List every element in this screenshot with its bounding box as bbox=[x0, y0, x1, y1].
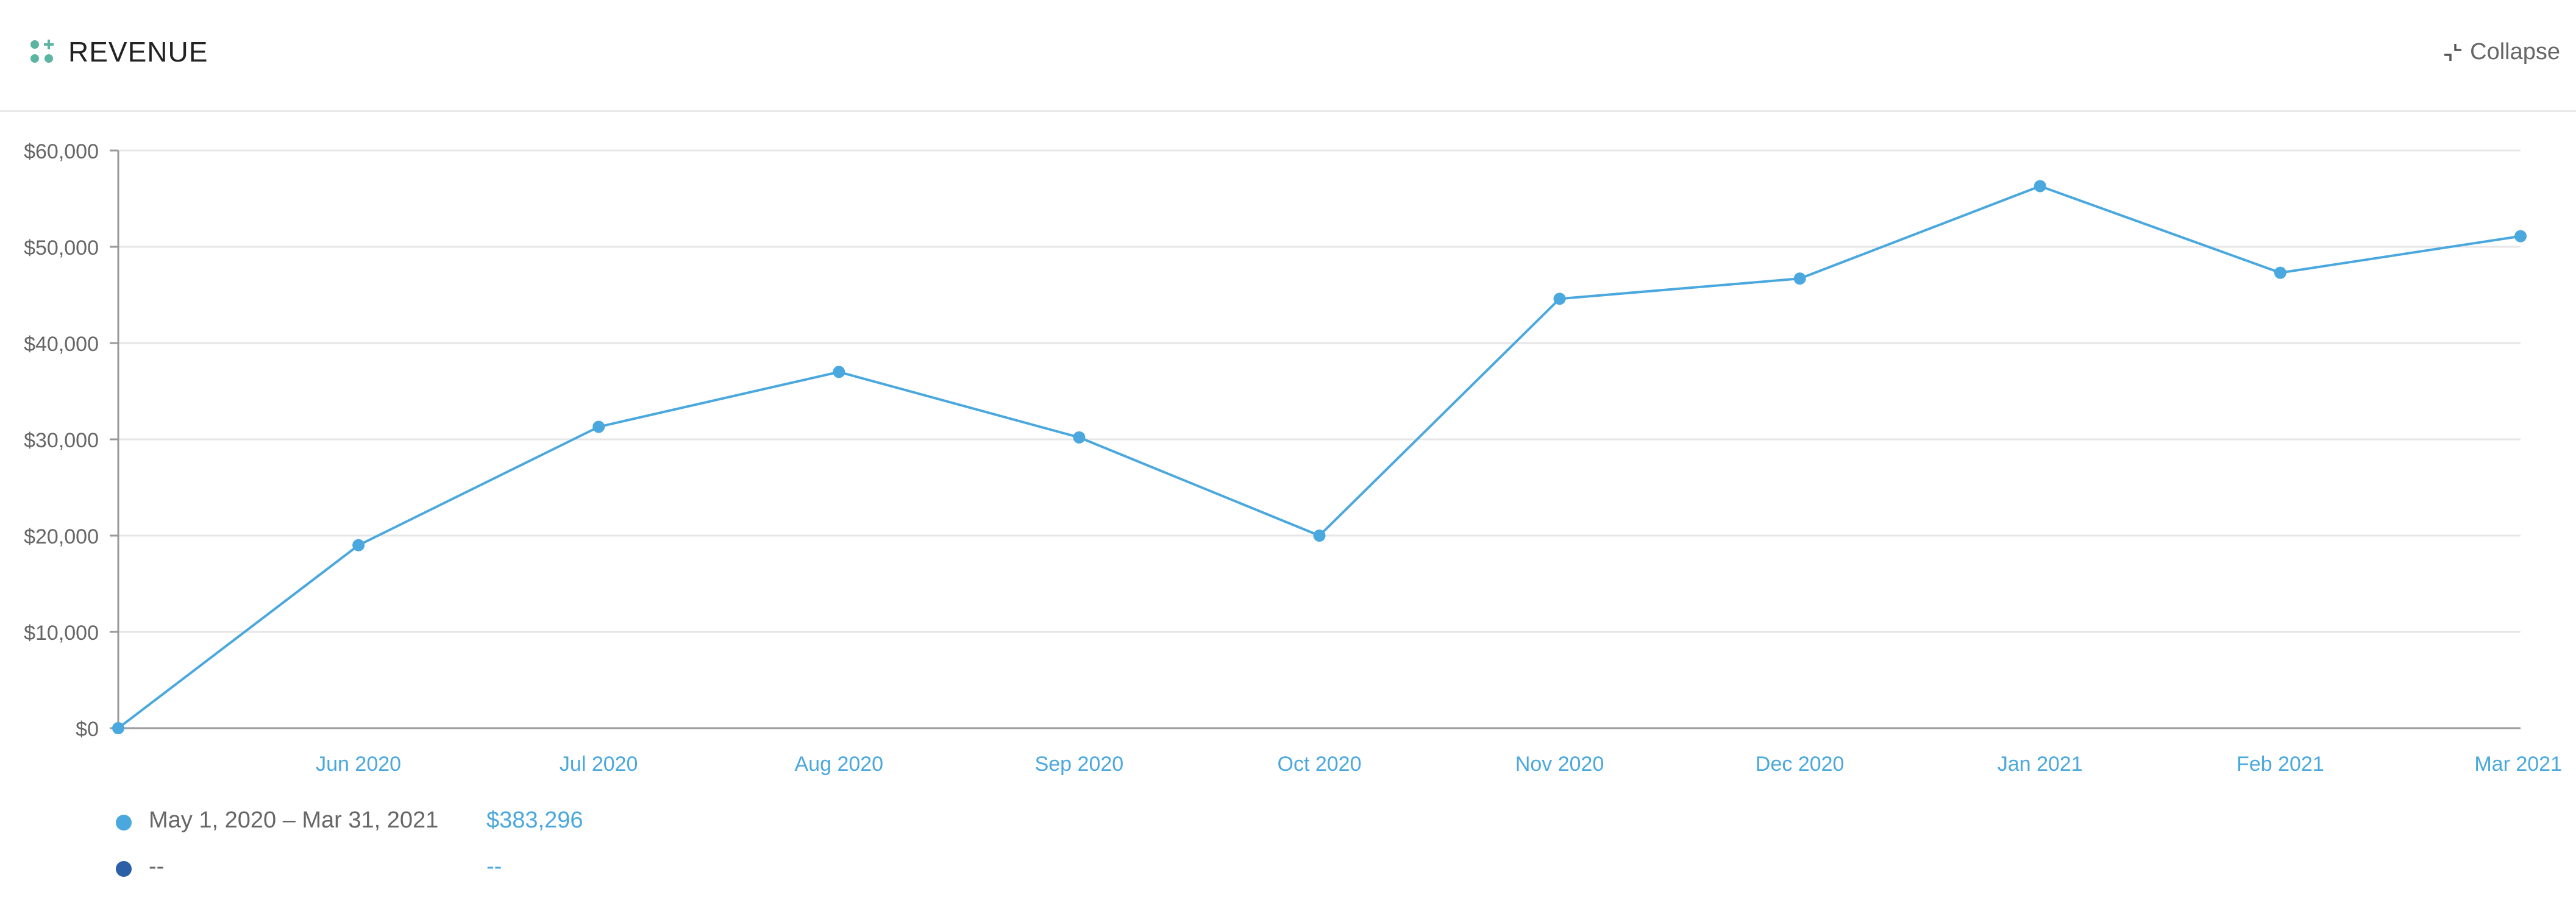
widget-header: REVENUE Collapse bbox=[0, 0, 2576, 112]
x-tick-label: Jan 2021 bbox=[1998, 753, 2083, 776]
x-tick-label: Aug 2020 bbox=[795, 753, 884, 776]
x-tick-label: Mar 2021 bbox=[2474, 753, 2562, 776]
legend-label: May 1, 2020 – Mar 31, 2021 bbox=[149, 807, 439, 833]
widget-title-text: REVENUE bbox=[68, 36, 208, 68]
data-point bbox=[833, 366, 845, 378]
x-tick-label: Jun 2020 bbox=[316, 753, 401, 776]
y-tick-label: $20,000 bbox=[24, 525, 99, 548]
data-point bbox=[112, 722, 124, 734]
revenue-line-chart: $0 $10,000 $20,000 $30,000 $40,000 $50,000 $60… bbox=[24, 140, 2562, 776]
legend-swatch bbox=[116, 815, 132, 831]
x-tick-label: Feb 2021 bbox=[2236, 753, 2324, 776]
x-tick-label: Nov 2020 bbox=[1515, 753, 1604, 776]
collapse-button[interactable]: Collapse bbox=[2442, 39, 2560, 65]
data-point bbox=[1073, 431, 1086, 444]
y-tick-label: $40,000 bbox=[24, 333, 99, 356]
y-tick-label: $60,000 bbox=[24, 140, 99, 163]
x-tick-label: Oct 2020 bbox=[1278, 753, 1362, 776]
legend-swatch bbox=[116, 861, 132, 877]
data-point bbox=[352, 539, 365, 551]
data-point bbox=[1313, 530, 1326, 542]
legend-value: -- bbox=[486, 854, 502, 879]
x-tick-label: Sep 2020 bbox=[1035, 753, 1124, 776]
legend-value: $383,296 bbox=[486, 807, 583, 833]
data-point bbox=[2514, 230, 2527, 243]
data-point bbox=[2033, 180, 2046, 193]
series-line bbox=[117, 185, 2521, 729]
data-point bbox=[592, 420, 605, 433]
data-point bbox=[2274, 266, 2286, 279]
y-tick-label: $30,000 bbox=[24, 429, 99, 452]
grid-plus-icon bbox=[30, 40, 54, 63]
y-tick-label: $0 bbox=[76, 718, 99, 741]
data-point bbox=[1553, 292, 1566, 305]
y-tick-label: $10,000 bbox=[24, 622, 99, 645]
collapse-label: Collapse bbox=[2470, 39, 2560, 65]
x-tick-label: Dec 2020 bbox=[1756, 753, 1845, 776]
x-tick-label: Jul 2020 bbox=[560, 753, 638, 776]
legend-label: -- bbox=[149, 854, 165, 879]
data-point bbox=[1793, 272, 1806, 285]
widget-title: REVENUE bbox=[29, 35, 208, 68]
y-tick-label: $50,000 bbox=[24, 236, 99, 260]
collapse-icon bbox=[2444, 43, 2462, 61]
